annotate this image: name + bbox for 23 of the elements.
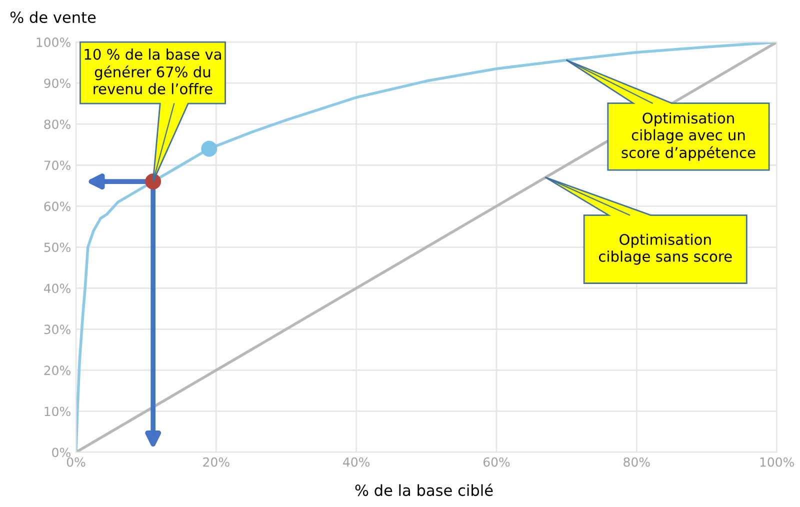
y-tick-label: 20% [44,366,70,376]
x-tick-label: 40% [343,457,370,467]
y-tick-label: 60% [44,202,70,212]
y-tick-label: 100% [36,38,70,48]
y-axis-title: % de vente [10,11,96,24]
x-tick-label: 60% [483,457,510,467]
x-tick-label: 80% [624,457,650,467]
y-tick-label: 10% [44,406,70,416]
x-tick-label: 100% [760,457,794,467]
x-tick-label: 0% [66,457,86,467]
y-tick-label: 80% [44,120,70,130]
annotation: Optimisation ciblage avec un score d’appétence [622,112,756,161]
y-tick-label: 30% [44,324,70,334]
y-tick-label: 50% [44,242,70,252]
y-tick-label: 90% [44,78,70,88]
x-tick-label: 20% [203,457,230,467]
annotation: Optimisation ciblage sans score [598,234,732,265]
y-tick-label: 40% [44,284,70,294]
x-axis-title: % de la base ciblé [355,484,493,496]
y-tick-label: 70% [44,160,70,170]
line-series [76,42,777,452]
annotation: 10 % de la base va générer 67% du revenu de l’offre [84,48,221,94]
y-tick-label: 0% [52,448,70,458]
